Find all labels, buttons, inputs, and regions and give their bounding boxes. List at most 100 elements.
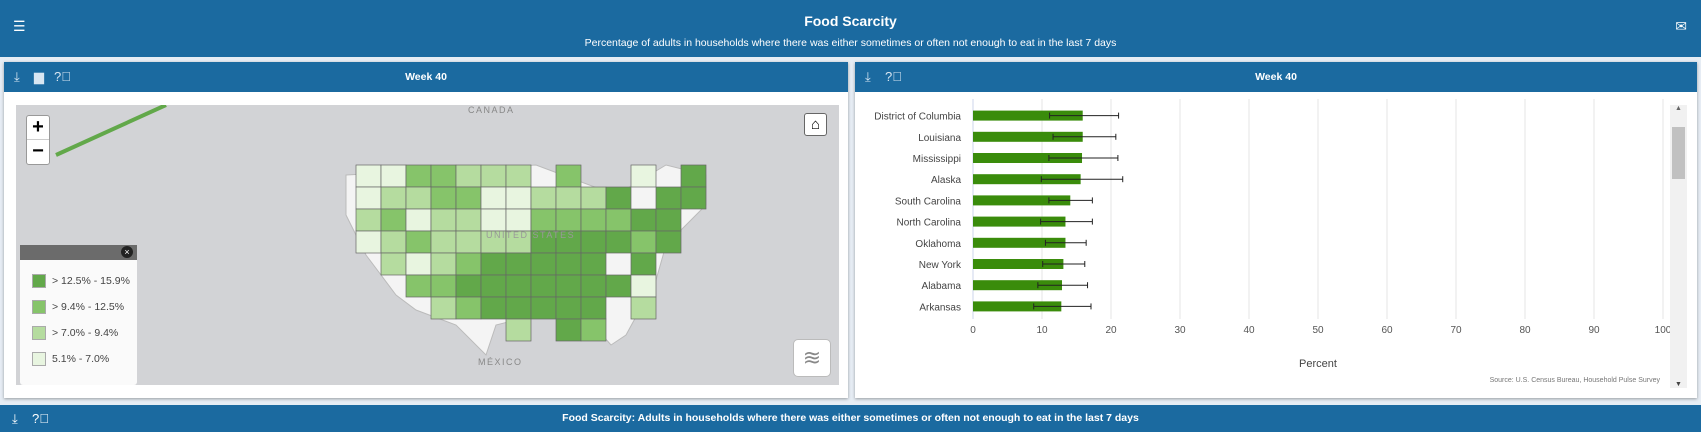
state-shape[interactable] — [530, 208, 557, 232]
state-shape[interactable] — [430, 230, 457, 254]
close-legend-icon[interactable]: × — [121, 246, 133, 258]
state-shape[interactable] — [530, 186, 557, 210]
state-shape[interactable] — [530, 274, 557, 298]
menu-collapse-icon[interactable]: ☰ — [13, 18, 26, 34]
state-shape[interactable] — [505, 318, 532, 342]
state-shape[interactable] — [430, 296, 457, 320]
state-shape[interactable] — [555, 296, 582, 320]
bar[interactable] — [973, 195, 1071, 206]
state-shape[interactable] — [605, 274, 632, 298]
state-shape[interactable] — [430, 186, 457, 210]
state-shape[interactable] — [455, 230, 482, 254]
chart-scrollbar[interactable]: ▲ ▼ — [1670, 105, 1687, 388]
state-shape[interactable] — [655, 208, 682, 232]
bar[interactable] — [973, 153, 1083, 163]
state-shape[interactable] — [630, 274, 657, 298]
bar[interactable] — [973, 280, 1063, 291]
scroll-thumb[interactable] — [1672, 127, 1685, 179]
state-shape[interactable] — [430, 274, 457, 298]
help-icon[interactable]: ?⃝ — [54, 69, 71, 84]
state-shape[interactable] — [380, 186, 407, 210]
state-shape[interactable] — [480, 208, 507, 232]
bar[interactable] — [973, 237, 1066, 248]
state-shape[interactable] — [555, 164, 582, 188]
state-shape[interactable] — [505, 164, 532, 188]
state-shape[interactable] — [405, 208, 432, 232]
state-shape[interactable] — [355, 230, 382, 254]
state-shape[interactable] — [630, 164, 657, 188]
download-icon[interactable]: ⤓ — [12, 411, 18, 426]
state-shape[interactable] — [580, 208, 607, 232]
state-shape[interactable] — [455, 164, 482, 188]
download-icon[interactable]: ⤓ — [14, 69, 20, 84]
bar[interactable] — [973, 174, 1081, 185]
state-shape[interactable] — [555, 186, 582, 210]
print-icon[interactable]: ▆ — [34, 69, 44, 84]
state-shape[interactable] — [580, 186, 607, 210]
state-shape[interactable] — [355, 164, 382, 188]
home-button[interactable]: ⌂ — [804, 113, 827, 136]
state-shape[interactable] — [380, 208, 407, 232]
state-shape[interactable] — [480, 252, 507, 276]
state-shape[interactable] — [555, 318, 582, 342]
state-shape[interactable] — [555, 274, 582, 298]
state-shape[interactable] — [655, 186, 682, 210]
state-shape[interactable] — [480, 164, 507, 188]
state-shape[interactable] — [455, 296, 482, 320]
state-shape[interactable] — [405, 274, 432, 298]
state-shape[interactable] — [555, 252, 582, 276]
state-shape[interactable] — [580, 296, 607, 320]
layers-button[interactable]: ≋ — [793, 339, 831, 377]
scroll-down-icon[interactable]: ▼ — [1675, 381, 1682, 388]
state-shape[interactable] — [405, 252, 432, 276]
help-icon[interactable]: ?⃝ — [32, 411, 49, 426]
bar[interactable] — [973, 131, 1083, 142]
state-shape[interactable] — [430, 252, 457, 276]
state-shape[interactable] — [355, 186, 382, 210]
state-shape[interactable] — [405, 230, 432, 254]
state-shape[interactable] — [555, 208, 582, 232]
state-shape[interactable] — [630, 296, 657, 320]
mail-icon[interactable]: ✉ — [1675, 18, 1687, 34]
state-shape[interactable] — [380, 252, 407, 276]
state-shape[interactable] — [530, 252, 557, 276]
state-shape[interactable] — [605, 186, 632, 210]
state-shape[interactable] — [380, 230, 407, 254]
state-shape[interactable] — [580, 252, 607, 276]
state-shape[interactable] — [430, 164, 457, 188]
choropleth-map[interactable]: CANADA UNITED STATES MÉXICO + − ⌂ ≋ × > … — [16, 105, 839, 385]
state-shape[interactable] — [480, 186, 507, 210]
bar[interactable] — [973, 259, 1064, 269]
bar[interactable] — [973, 110, 1083, 121]
zoom-out-button[interactable]: − — [32, 140, 44, 162]
state-shape[interactable] — [355, 208, 382, 232]
state-shape[interactable] — [455, 252, 482, 276]
bar[interactable] — [973, 216, 1066, 227]
zoom-in-button[interactable]: + — [27, 116, 49, 140]
state-shape[interactable] — [655, 230, 682, 254]
state-shape[interactable] — [680, 186, 707, 210]
state-shape[interactable] — [680, 164, 707, 188]
state-shape[interactable] — [580, 318, 607, 342]
help-icon[interactable]: ?⃝ — [885, 69, 902, 84]
download-icon[interactable]: ⤓ — [865, 69, 871, 84]
state-shape[interactable] — [480, 274, 507, 298]
state-shape[interactable] — [505, 208, 532, 232]
state-shape[interactable] — [630, 252, 657, 276]
state-shape[interactable] — [505, 186, 532, 210]
scroll-up-icon[interactable]: ▲ — [1675, 105, 1682, 112]
state-shape[interactable] — [605, 208, 632, 232]
state-shape[interactable] — [505, 296, 532, 320]
state-shape[interactable] — [455, 208, 482, 232]
state-shape[interactable] — [455, 274, 482, 298]
state-shape[interactable] — [505, 274, 532, 298]
bar[interactable] — [973, 301, 1062, 312]
state-shape[interactable] — [405, 164, 432, 188]
state-shape[interactable] — [380, 164, 407, 188]
state-shape[interactable] — [430, 208, 457, 232]
state-shape[interactable] — [630, 230, 657, 254]
state-shape[interactable] — [530, 296, 557, 320]
state-shape[interactable] — [605, 230, 632, 254]
state-shape[interactable] — [480, 296, 507, 320]
state-shape[interactable] — [505, 252, 532, 276]
